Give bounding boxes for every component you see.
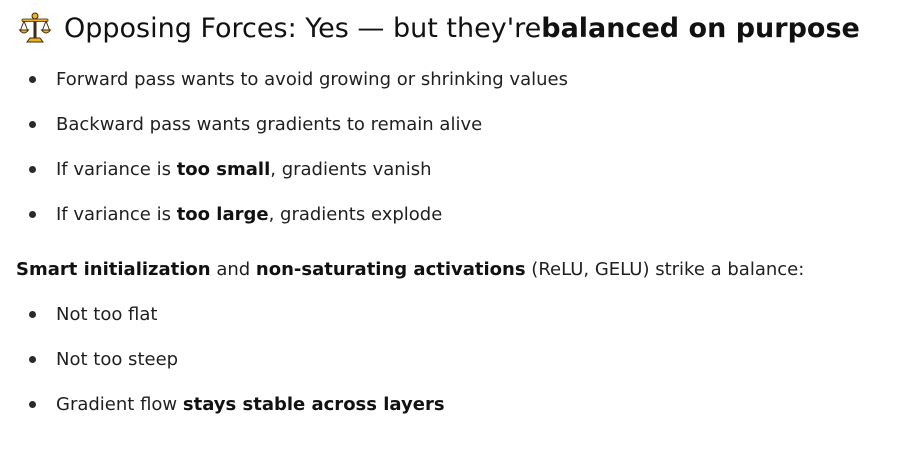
emphasis-text: stays stable across layers (182, 394, 445, 415)
bullet-icon (29, 401, 36, 408)
text-segment: , gradients explode (268, 204, 443, 225)
emphasis-text: Smart initialization (16, 259, 211, 280)
emphasis-text: too small (176, 159, 271, 180)
text-segment: (ReLU, GELU) strike a balance: (525, 259, 805, 280)
bullet-icon (29, 356, 36, 363)
text-segment: Not too steep (56, 349, 179, 370)
list-item: Not too flat (0, 292, 902, 337)
text-segment: If variance is (56, 159, 177, 180)
emphasis-text: non-saturating activations (255, 259, 526, 280)
heading-text: Opposing Forces: Yes — but they're (64, 12, 542, 44)
text-segment: Backward pass wants gradients to remain … (56, 114, 483, 135)
balance-list: Not too flat Not too steep Gradient flow s… (0, 292, 902, 427)
emphasis-text: too large (176, 204, 269, 225)
list-item: Forward pass wants to avoid growing or s… (0, 57, 902, 102)
list-item: Gradient flow stays stable across layers (0, 382, 902, 427)
bullet-icon (29, 311, 36, 318)
balance-paragraph: Smart initialization and non-saturating … (16, 256, 804, 284)
section-heading: Opposing Forces: Yes — but they're balan… (18, 8, 860, 48)
balance-scale-icon (18, 12, 52, 43)
bullet-icon (29, 121, 36, 128)
bullet-icon (29, 166, 36, 173)
text-segment: Forward pass wants to avoid growing or s… (56, 69, 568, 90)
list-item: Backward pass wants gradients to remain … (0, 102, 902, 147)
forces-list: Forward pass wants to avoid growing or s… (0, 57, 902, 237)
text-segment: Not too flat (56, 304, 158, 325)
text-segment: Gradient flow (56, 394, 183, 415)
list-item: If variance is too small, gradients vani… (0, 147, 902, 192)
text-segment: If variance is (56, 204, 177, 225)
list-item: Not too steep (0, 337, 902, 382)
bullet-icon (29, 76, 36, 83)
bullet-icon (29, 211, 36, 218)
text-segment: and (210, 259, 256, 280)
list-item: If variance is too large, gradients expl… (0, 192, 902, 237)
heading-emphasis: balanced on purpose (541, 12, 860, 44)
text-segment: , gradients vanish (270, 159, 432, 180)
